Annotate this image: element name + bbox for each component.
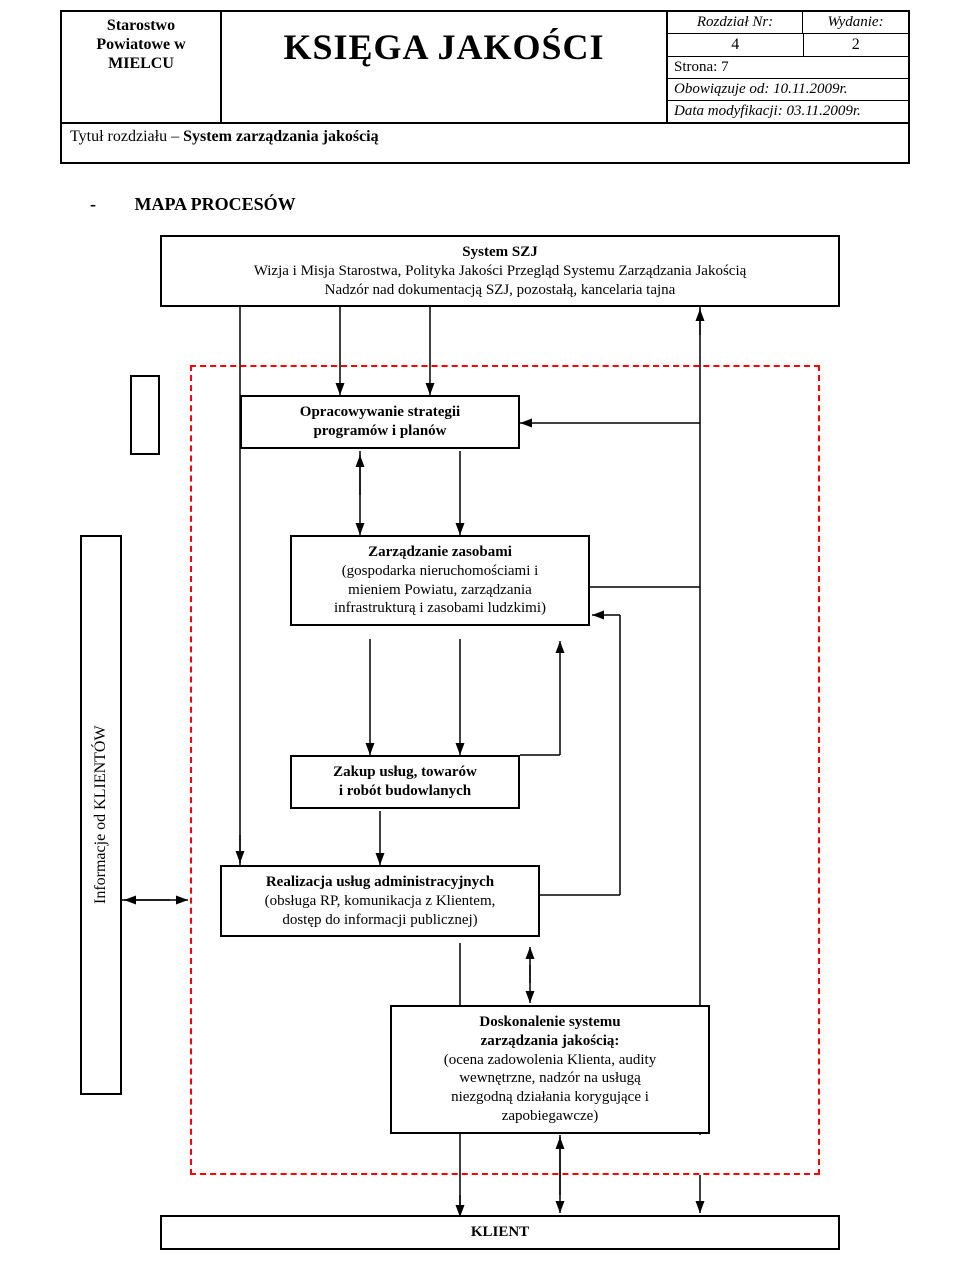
strona: Strona: 7 <box>668 57 908 79</box>
header-meta: Rozdział Nr: Wydanie: 4 2 Strona: 7 Obow… <box>668 12 908 122</box>
subtitle-prefix: Tytuł rozdziału – <box>70 128 183 145</box>
node-dosk-title2: zarządzania jakością <box>481 1033 615 1049</box>
section-dash: - <box>90 194 130 215</box>
node-realizacja: Realizacja usług administracyjnych (obsł… <box>220 865 540 937</box>
node-zakup: Zakup usług, towarów i robót budowlanych <box>290 755 520 809</box>
node-realizacja-l1: (obsługa RP, komunikacja z Klientem, <box>265 893 496 909</box>
wydanie-label: Wydanie: <box>803 12 908 33</box>
data-mod: Data modyfikacji: 03.11.2009r. <box>668 101 908 122</box>
obowiazuje: Obowiązuje od: 10.11.2009r. <box>668 79 908 101</box>
node-realizacja-l2: dostęp do informacji publicznej) <box>282 912 477 928</box>
node-system-title: System SZJ <box>462 244 537 260</box>
node-dosk-l4: zapobiegawcze) <box>502 1108 599 1124</box>
node-zasoby-title: Zarządzanie zasobami <box>368 544 512 560</box>
subtitle-row: Tytuł rozdziału – System zarządzania jak… <box>62 122 908 162</box>
node-dosk-title: Doskonalenie systemu <box>479 1014 620 1030</box>
org-line3: MIELCU <box>108 55 174 72</box>
node-zasoby-l3: infrastrukturą i zasobami ludzkimi) <box>334 600 546 616</box>
node-zakup-l1: Zakup usług, towarów <box>333 764 477 780</box>
node-informacje: Informacje od KLIENTÓW <box>80 535 122 1095</box>
node-dosk-l3: niezgodną działania korygujące i <box>451 1089 649 1105</box>
section-title: MAPA PROCESÓW <box>135 194 296 214</box>
node-system: System SZJ Wizja i Misja Starostwa, Poli… <box>160 235 840 307</box>
node-klient: KLIENT <box>160 1215 840 1250</box>
node-zasoby-l2: mieniem Powiatu, zarządzania <box>348 582 532 598</box>
org-cell: Starostwo Powiatowe w MIELCU <box>62 12 222 122</box>
node-zasoby-l1: (gospodarka nieruchomościami i <box>342 563 539 579</box>
process-map-diagram: System SZJ Wizja i Misja Starostwa, Poli… <box>60 235 900 1255</box>
node-strategie: Opracowywanie strategii programów i plan… <box>240 395 520 449</box>
rozdzial-value: 4 <box>668 34 804 56</box>
node-strategie-l2: programów i planów <box>313 423 446 439</box>
section-heading: - MAPA PROCESÓW <box>90 194 910 215</box>
node-dosk-l1: (ocena zadowolenia Klienta, audity <box>444 1052 656 1068</box>
node-system-l2: Nadzór nad dokumentacją SZJ, pozostałą, … <box>325 282 676 298</box>
rozdzial-label: Rozdział Nr: <box>668 12 803 33</box>
node-doskonalenie: Doskonalenie systemu zarządzania jakości… <box>390 1005 710 1134</box>
node-realizacja-title: Realizacja usług administracyjnych <box>266 874 494 890</box>
subtitle-bold: System zarządzania jakością <box>183 128 379 145</box>
doc-title: KSIĘGA JAKOŚCI <box>222 12 668 122</box>
org-line2: Powiatowe w <box>96 36 185 53</box>
node-zakup-l2: i robót budowlanych <box>339 783 471 799</box>
wydanie-value: 2 <box>804 34 908 56</box>
node-informacje-label: Informacje od KLIENTÓW <box>92 726 110 905</box>
document-header: Starostwo Powiatowe w MIELCU KSIĘGA JAKO… <box>60 10 910 164</box>
node-strategie-l1: Opracowywanie strategii <box>300 404 460 420</box>
spacer-box <box>130 375 160 455</box>
node-dosk-l2: wewnętrzne, nadzór na usługą <box>459 1070 641 1086</box>
node-system-l1: Wizja i Misja Starostwa, Polityka Jakośc… <box>254 263 747 279</box>
org-line1: Starostwo <box>107 17 175 34</box>
node-klient-label: KLIENT <box>471 1224 529 1240</box>
node-zasoby: Zarządzanie zasobami (gospodarka nieruch… <box>290 535 590 626</box>
